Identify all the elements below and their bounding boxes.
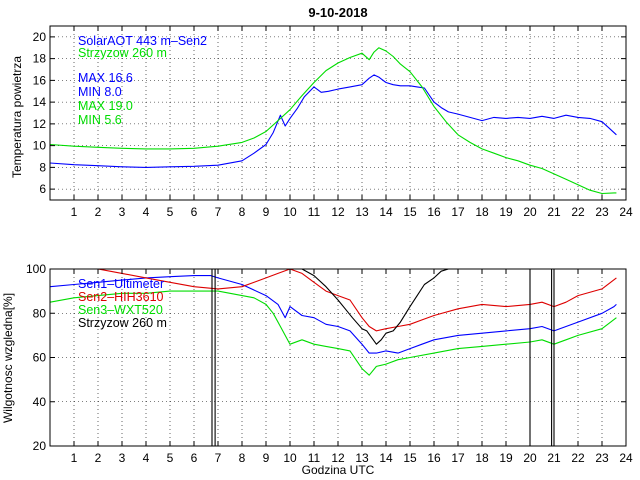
x-tick-label: 2 (95, 205, 102, 219)
x-tick-label: 7 (215, 205, 222, 219)
x-tick-label: 9 (263, 451, 270, 465)
temperature-panel: 1 2 3 4 5 6 7 8 9 10 11 12 13 14 15 16 17 18 19 20 21 22 23 24 … (10, 25, 633, 219)
x-tick-label: 4 (143, 205, 150, 219)
x-tick-label: 5 (167, 205, 174, 219)
humidity-x-ticks: 1 2 3 4 5 6 7 8 9 10 11 12 13 14 15 16 17 18 19 20 21 22 23 24 (71, 269, 633, 465)
temperature-y-axis-label: Temperatura powietrza (10, 56, 24, 178)
x-tick-label: 10 (283, 205, 297, 219)
x-tick-label: 1 (71, 205, 78, 219)
x-tick-label: 22 (571, 205, 585, 219)
x-tick-label: 4 (143, 451, 150, 465)
temperature-annotation: SolarAOT 443 m–Sen2 (78, 34, 207, 48)
humidity-legend: Sen1–UltimeterSen2–HIH3610Sen3–WXT520Str… (78, 277, 167, 330)
humidity-y-ticks: 20 40 60 80 100 (26, 262, 626, 453)
x-tick-label: 16 (427, 205, 441, 219)
y-tick-label: 16 (33, 73, 47, 87)
x-tick-label: 24 (619, 451, 633, 465)
x-tick-label: 11 (308, 205, 321, 219)
x-tick-label: 13 (355, 205, 369, 219)
x-tick-label: 7 (215, 451, 222, 465)
y-tick-label: 40 (33, 395, 47, 409)
x-tick-label: 10 (283, 451, 297, 465)
x-tick-label: 20 (523, 205, 537, 219)
y-tick-label: 100 (26, 262, 46, 276)
x-tick-label: 11 (308, 451, 321, 465)
x-tick-label: 18 (475, 205, 489, 219)
y-tick-label: 18 (33, 52, 47, 66)
temperature-series (49, 47, 617, 195)
series-line-solaraot-443-m-sen2 (49, 74, 617, 168)
x-tick-label: 3 (119, 451, 126, 465)
x-tick-label: 15 (403, 451, 417, 465)
x-tick-label: 9 (263, 205, 270, 219)
y-tick-label: 10 (33, 139, 47, 153)
legend-entry: Sen3–WXT520 (78, 303, 163, 317)
x-tick-label: 22 (571, 451, 585, 465)
temperature-annotation: MAX 19.0 (78, 99, 133, 113)
humidity-panel: 1 2 3 4 5 6 7 8 9 10 11 12 13 14 15 16 17 18 19 20 21 22 23 24 … (1, 262, 633, 477)
series-line-strzyzow-260-m (301, 268, 449, 345)
x-tick-label: 13 (355, 451, 369, 465)
x-tick-label: 21 (547, 451, 561, 465)
temperature-annotation: MAX 16.6 (78, 71, 133, 85)
y-tick-label: 20 (33, 439, 47, 453)
y-tick-label: 12 (33, 117, 47, 131)
x-tick-label: 20 (523, 451, 537, 465)
x-tick-label: 12 (331, 451, 345, 465)
x-tick-label: 19 (499, 451, 513, 465)
temperature-annotation: Strzyzow 260 m (78, 46, 167, 60)
x-tick-label: 3 (119, 205, 126, 219)
x-tick-label: 14 (379, 205, 393, 219)
x-tick-label: 12 (331, 205, 345, 219)
y-tick-label: 14 (33, 95, 47, 109)
temperature-x-ticks: 1 2 3 4 5 6 7 8 9 10 11 12 13 14 15 16 17 18 19 20 21 22 23 24 (71, 26, 633, 219)
x-tick-label: 15 (403, 205, 417, 219)
x-tick-label: 6 (191, 205, 198, 219)
x-tick-label: 6 (191, 451, 198, 465)
legend-entry: Strzyzow 260 m (78, 316, 167, 330)
x-tick-label: 17 (451, 451, 465, 465)
series-line-sen2-hih3610 (50, 268, 617, 332)
humidity-y-axis-label: Wilgotnosc wzgledna[%] (1, 293, 15, 423)
x-tick-label: 5 (167, 451, 174, 465)
y-tick-label: 60 (33, 351, 47, 365)
x-tick-label: 23 (595, 451, 609, 465)
y-tick-label: 80 (33, 306, 47, 320)
y-tick-label: 20 (33, 30, 47, 44)
y-tick-label: 6 (39, 182, 46, 196)
temperature-gridlines (50, 26, 627, 200)
temperature-annotation: MIN 8.0 (78, 85, 122, 99)
x-tick-label: 14 (379, 451, 393, 465)
x-tick-label: 18 (475, 451, 489, 465)
series-line-strzyzow-260-m (49, 47, 617, 195)
series-line-sen3-wxt520 (49, 290, 617, 376)
humidity-x-axis-label: Godzina UTC (302, 463, 375, 477)
temperature-y-ticks: 6 8 10 12 14 16 18 20 (33, 30, 626, 196)
x-tick-label: 21 (547, 205, 561, 219)
x-tick-label: 1 (71, 451, 78, 465)
x-tick-label: 17 (451, 205, 465, 219)
x-tick-label: 24 (619, 205, 633, 219)
x-tick-label: 8 (239, 205, 246, 219)
temperature-annotation: MIN 5.6 (78, 113, 122, 127)
x-tick-label: 8 (239, 451, 246, 465)
x-tick-label: 19 (499, 205, 513, 219)
series-line-sen1-ultimeter (49, 275, 617, 354)
chart-title: 9-10-2018 (308, 5, 367, 20)
x-tick-label: 2 (95, 451, 102, 465)
x-tick-label: 23 (595, 205, 609, 219)
x-tick-label: 16 (427, 451, 441, 465)
y-tick-label: 8 (39, 160, 46, 174)
legend-entry: Sen2–HIH3610 (78, 290, 164, 304)
legend-entry: Sen1–Ultimeter (78, 277, 164, 291)
